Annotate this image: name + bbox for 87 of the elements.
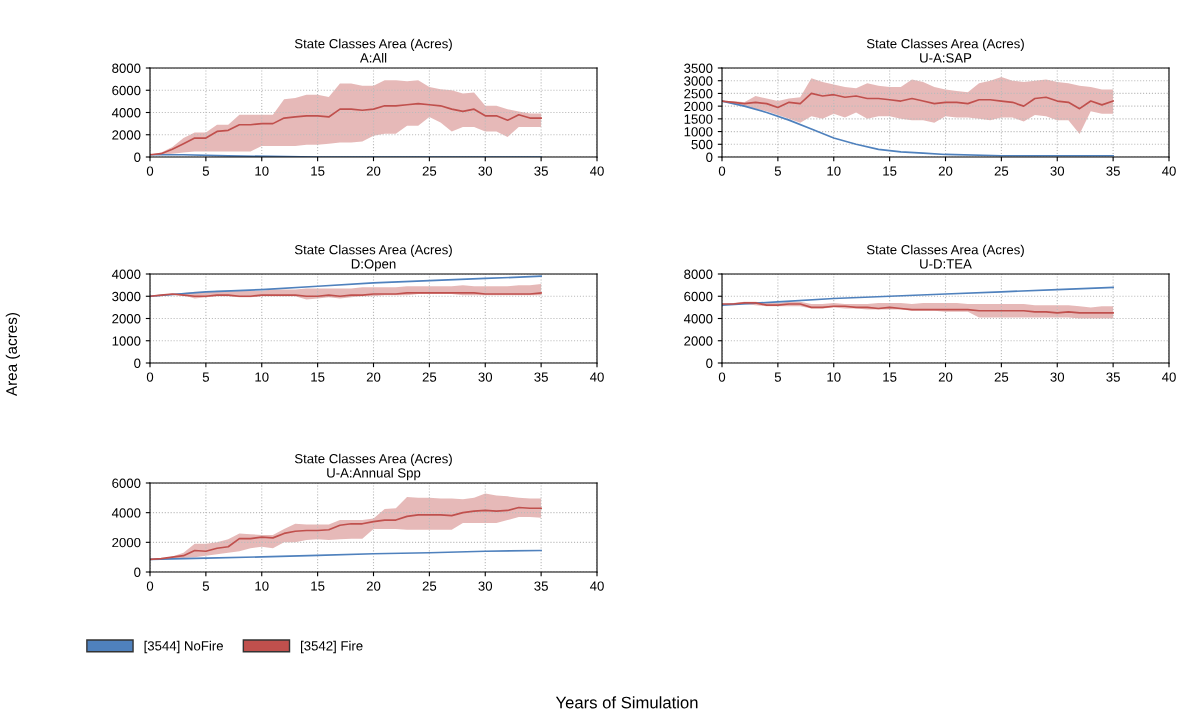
y-tick-label: 0 xyxy=(134,358,141,368)
y-tick-label: 3000 xyxy=(112,291,141,302)
x-tick-label: 35 xyxy=(534,581,548,591)
x-tick-label: 40 xyxy=(589,166,604,176)
x-tick-label: 35 xyxy=(534,372,548,382)
x-tick-label: 20 xyxy=(366,372,381,382)
legend-label: [3542] Fire xyxy=(301,640,363,654)
x-tick-label: 30 xyxy=(1050,166,1065,176)
line-series xyxy=(722,286,1114,306)
y-axis-title: Area (acres) xyxy=(5,313,20,397)
x-tick-label: 5 xyxy=(202,166,209,176)
x-tick-label: 10 xyxy=(255,372,269,382)
y-tick-label: 4000 xyxy=(111,269,141,279)
x-tick-label: 5 xyxy=(774,372,781,382)
y-tick-label: 0 xyxy=(134,567,141,577)
line-series xyxy=(150,102,542,156)
chart-title: State Classes Area (Acres) U-A:SAP xyxy=(866,38,1024,63)
y-tick-label: 4000 xyxy=(111,108,141,118)
x-tick-label: 35 xyxy=(1106,166,1120,176)
x-tick-label: 15 xyxy=(311,581,325,591)
x-axis-title: Years of Simulation xyxy=(555,696,698,709)
x-tick-label: 20 xyxy=(938,372,953,382)
y-tick-label: 6000 xyxy=(112,478,141,488)
y-tick-label: 2000 xyxy=(684,101,713,112)
y-tick-label: 1500 xyxy=(684,114,713,124)
x-tick-label: 10 xyxy=(255,581,269,591)
x-tick-label: 15 xyxy=(883,166,897,176)
x-tick-label: 0 xyxy=(718,166,726,176)
chart-title: State Classes Area (Acres) U-D:TEA xyxy=(866,244,1024,269)
x-tick-label: 25 xyxy=(422,166,437,176)
y-tick-label: 2000 xyxy=(684,336,713,346)
line-series xyxy=(722,100,1114,157)
x-tick-label: 20 xyxy=(366,581,381,591)
y-tick-label: 8000 xyxy=(684,269,713,279)
x-tick-label: 15 xyxy=(883,372,897,382)
x-tick-label: 10 xyxy=(827,372,841,382)
x-tick-label: 40 xyxy=(589,372,604,382)
legend-label: [3544] NoFire xyxy=(144,640,223,654)
x-tick-label: 5 xyxy=(774,166,781,176)
x-tick-label: 25 xyxy=(422,581,437,591)
chart-title: State Classes Area (Acres) A:All xyxy=(294,38,452,63)
x-tick-label: 0 xyxy=(146,166,154,176)
x-tick-label: 15 xyxy=(311,372,325,382)
y-tick-label: 3500 xyxy=(684,63,713,73)
x-tick-label: 5 xyxy=(202,372,209,382)
x-tick-label: 0 xyxy=(146,581,154,591)
x-tick-label: 30 xyxy=(478,581,493,591)
x-tick-label: 0 xyxy=(718,372,726,382)
x-tick-label: 10 xyxy=(255,166,269,176)
x-tick-label: 35 xyxy=(534,166,548,176)
x-tick-label: 40 xyxy=(589,581,604,591)
x-tick-label: 25 xyxy=(422,372,437,382)
chart-title: State Classes Area (Acres) D:Open xyxy=(294,244,452,272)
x-tick-label: 25 xyxy=(994,166,1009,176)
y-tick-label: 0 xyxy=(706,152,713,162)
x-tick-label: 10 xyxy=(827,166,841,176)
y-tick-label: 6000 xyxy=(684,291,713,302)
line-series xyxy=(722,302,1114,314)
x-tick-label: 35 xyxy=(1106,372,1120,382)
y-tick-label: 8000 xyxy=(112,63,141,73)
chart-title: State Classes Area (Acres) U-A:Annual Spp xyxy=(294,453,452,481)
x-tick-label: 30 xyxy=(1050,372,1065,382)
y-tick-label: 3000 xyxy=(684,76,713,86)
x-tick-label: 20 xyxy=(366,166,381,176)
y-tick-label: 0 xyxy=(706,358,713,368)
x-tick-label: 30 xyxy=(478,372,493,382)
y-tick-label: 2000 xyxy=(112,130,141,140)
y-tick-label: 4000 xyxy=(111,508,141,518)
x-tick-label: 40 xyxy=(1161,372,1176,382)
y-tick-label: 500 xyxy=(691,139,713,150)
x-tick-label: 40 xyxy=(1161,166,1176,176)
x-tick-label: 5 xyxy=(202,581,209,591)
x-tick-label: 15 xyxy=(311,166,325,176)
y-tick-label: 2000 xyxy=(112,537,141,548)
y-tick-label: 0 xyxy=(134,152,141,162)
x-tick-label: 25 xyxy=(994,372,1009,382)
x-tick-label: 0 xyxy=(146,372,154,382)
y-tick-label: 1000 xyxy=(112,336,141,346)
x-tick-label: 30 xyxy=(478,166,493,176)
line-series xyxy=(722,92,1114,110)
y-tick-label: 2000 xyxy=(112,314,141,324)
y-tick-label: 1000 xyxy=(684,127,713,137)
x-tick-label: 20 xyxy=(938,166,953,176)
y-tick-label: 2500 xyxy=(684,89,713,99)
y-tick-label: 4000 xyxy=(683,314,713,324)
line-series xyxy=(150,506,542,561)
y-tick-label: 6000 xyxy=(112,85,141,96)
